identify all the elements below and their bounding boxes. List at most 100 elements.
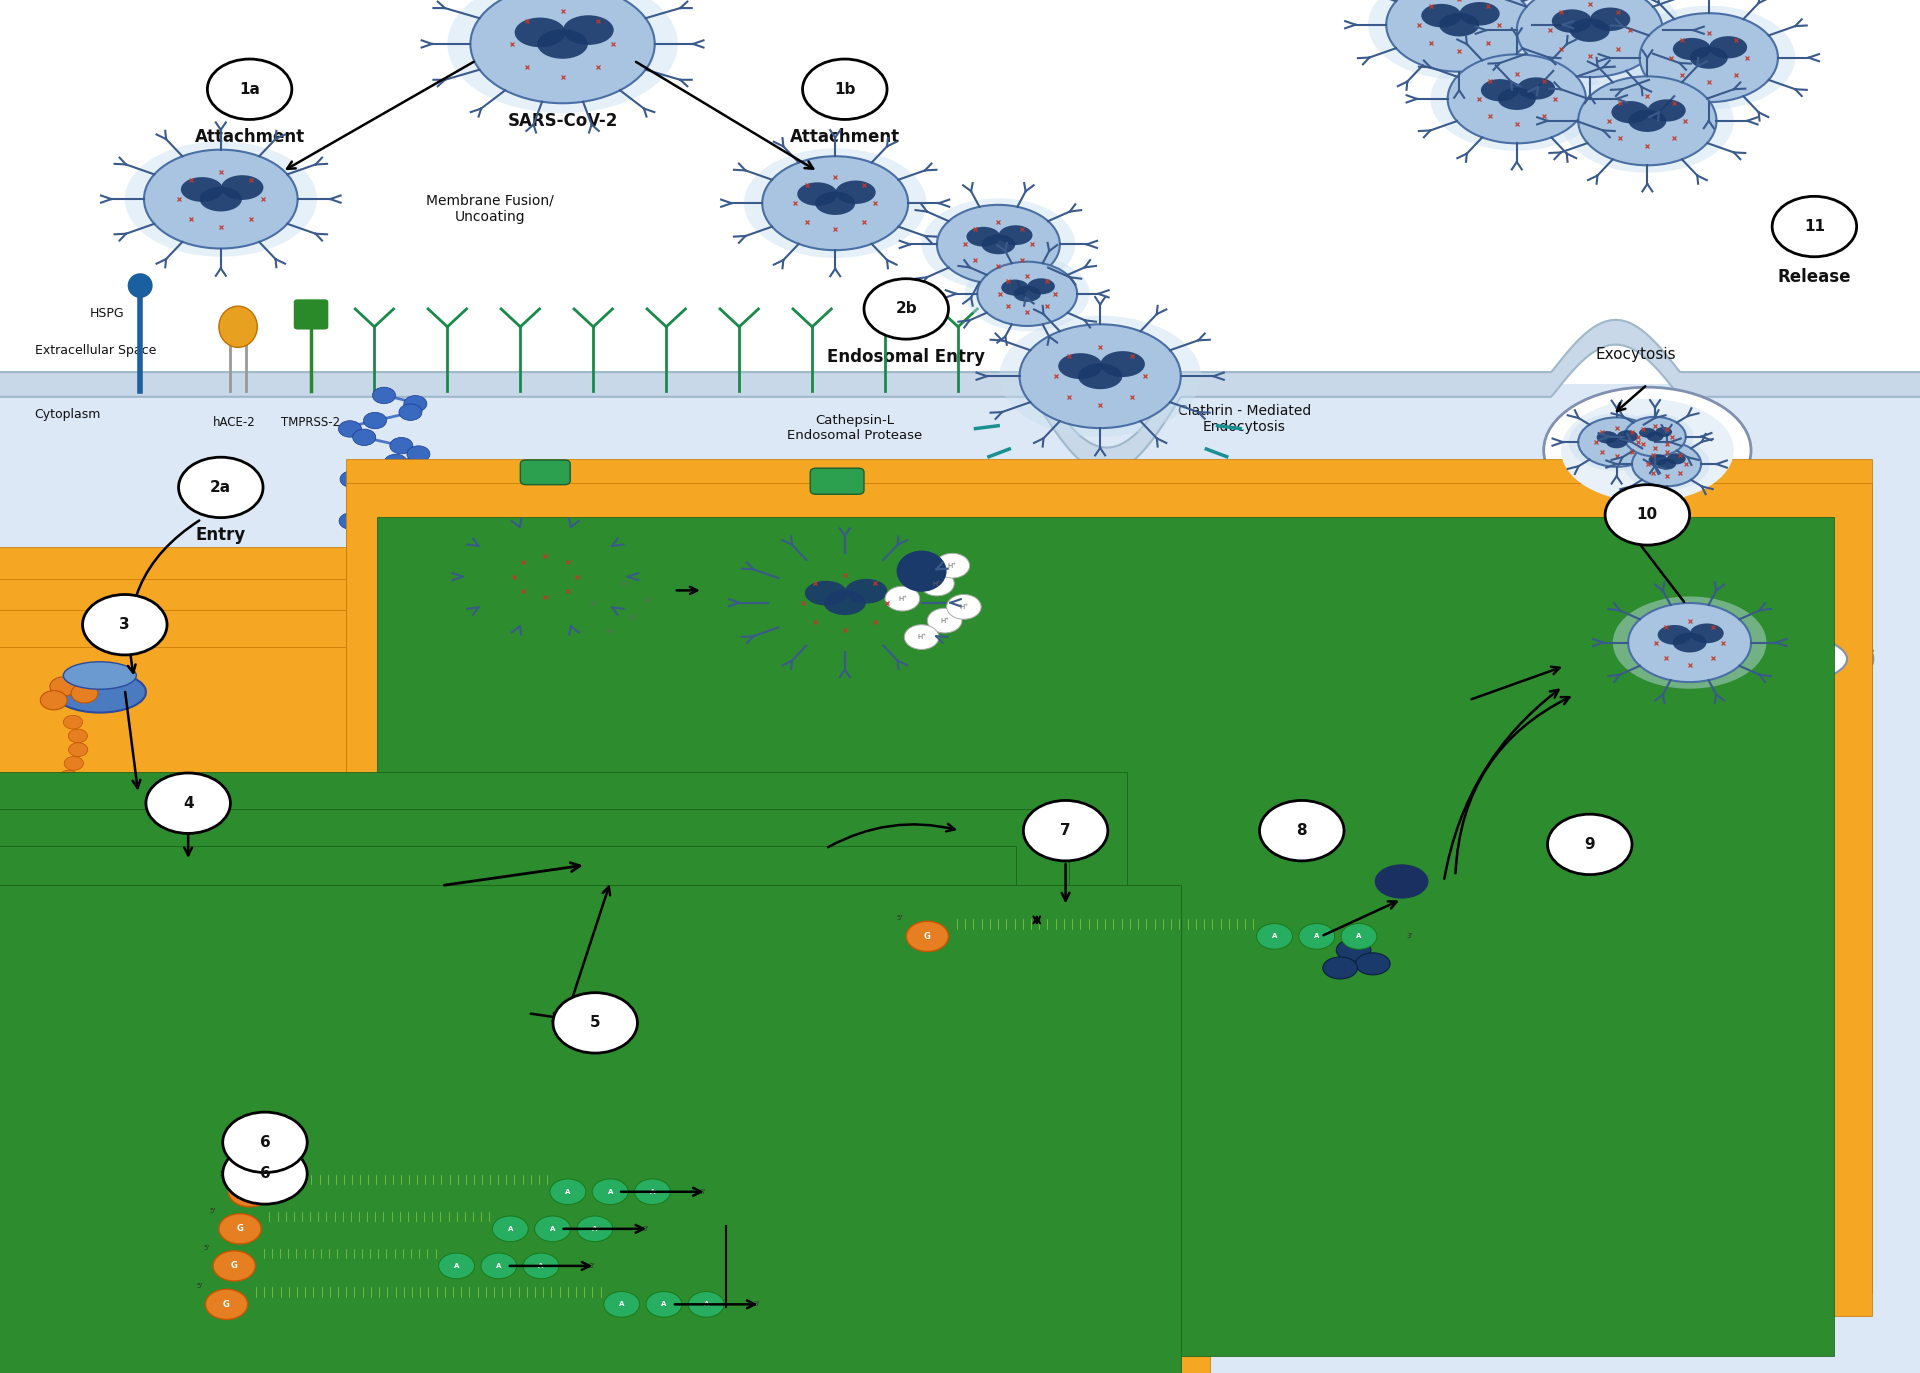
Ellipse shape	[1498, 88, 1536, 110]
Ellipse shape	[1027, 279, 1054, 294]
Ellipse shape	[1571, 18, 1609, 43]
Circle shape	[219, 1214, 261, 1244]
Text: M: M	[666, 1219, 685, 1238]
Ellipse shape	[1058, 353, 1102, 379]
Text: 5': 5'	[897, 916, 902, 921]
Circle shape	[1298, 924, 1334, 949]
Text: G: G	[236, 1225, 244, 1233]
Text: A: A	[538, 1263, 543, 1269]
Text: 6: 6	[259, 1167, 271, 1181]
Circle shape	[603, 1292, 639, 1317]
Circle shape	[630, 588, 668, 615]
Text: Uncoating: Uncoating	[434, 487, 503, 501]
Circle shape	[1772, 196, 1857, 257]
Text: Clathrin - Mediated
Endocytosis: Clathrin - Mediated Endocytosis	[1177, 404, 1311, 434]
Circle shape	[372, 387, 396, 404]
Text: TMPRSS-2: TMPRSS-2	[282, 416, 340, 430]
Ellipse shape	[1613, 596, 1766, 689]
Text: 2b: 2b	[895, 302, 918, 316]
FancyBboxPatch shape	[161, 873, 361, 923]
Ellipse shape	[1356, 953, 1390, 975]
Text: A: A	[591, 1226, 597, 1232]
Ellipse shape	[1536, 607, 1874, 710]
Circle shape	[480, 1254, 516, 1278]
Text: 3': 3'	[1407, 934, 1413, 939]
Ellipse shape	[1551, 10, 1592, 33]
Text: Subgenomic
mRNA synthesis: Subgenomic mRNA synthesis	[708, 1034, 847, 1067]
Text: 1a: 1a	[351, 847, 369, 861]
Text: A: A	[618, 1302, 624, 1307]
Ellipse shape	[219, 306, 257, 347]
Circle shape	[340, 514, 363, 530]
Circle shape	[653, 796, 876, 956]
Text: Genome
Replication: Genome Replication	[1158, 757, 1261, 795]
Ellipse shape	[1624, 417, 1686, 456]
Circle shape	[403, 487, 426, 504]
FancyBboxPatch shape	[346, 459, 1872, 1293]
Ellipse shape	[1020, 324, 1181, 428]
Ellipse shape	[127, 273, 152, 298]
Circle shape	[803, 59, 887, 119]
Text: Double- Membrane
Vesicles: Double- Membrane Vesicles	[653, 757, 787, 787]
FancyBboxPatch shape	[346, 483, 1872, 1315]
Circle shape	[228, 1177, 271, 1207]
Circle shape	[384, 454, 407, 471]
Ellipse shape	[760, 1130, 795, 1171]
Ellipse shape	[1304, 869, 1346, 894]
FancyBboxPatch shape	[294, 299, 328, 330]
Ellipse shape	[760, 1230, 795, 1271]
Circle shape	[340, 471, 363, 487]
Text: 5': 5'	[209, 1208, 215, 1214]
Ellipse shape	[797, 183, 837, 206]
Text: Maturation: Maturation	[1596, 553, 1699, 573]
Text: H⁺: H⁺	[960, 604, 968, 610]
Circle shape	[353, 430, 376, 446]
Ellipse shape	[515, 18, 564, 47]
Text: 6: 6	[259, 1135, 271, 1149]
Text: E: E	[616, 1256, 628, 1276]
Circle shape	[1023, 800, 1108, 861]
Text: H⁺: H⁺	[899, 596, 906, 601]
Ellipse shape	[1323, 957, 1357, 979]
Circle shape	[1256, 924, 1292, 949]
Ellipse shape	[1628, 110, 1667, 132]
Text: G: G	[223, 1300, 230, 1308]
Ellipse shape	[392, 470, 699, 711]
Ellipse shape	[1569, 413, 1665, 471]
Circle shape	[179, 457, 263, 518]
Circle shape	[904, 625, 939, 649]
Text: G: G	[246, 1188, 253, 1196]
Circle shape	[584, 838, 806, 997]
Ellipse shape	[538, 29, 588, 59]
FancyBboxPatch shape	[0, 578, 1027, 1373]
Circle shape	[947, 595, 981, 619]
Ellipse shape	[816, 191, 854, 216]
Ellipse shape	[1622, 5, 1795, 110]
Circle shape	[885, 586, 920, 611]
Text: Attachment: Attachment	[789, 128, 900, 147]
Ellipse shape	[1365, 1181, 1400, 1222]
Text: Created with BioRender.com: Created with BioRender.com	[1630, 1336, 1807, 1350]
Text: Cytoplasm: Cytoplasm	[35, 408, 102, 422]
Circle shape	[553, 993, 637, 1053]
Circle shape	[1605, 485, 1690, 545]
Circle shape	[618, 862, 772, 972]
Circle shape	[407, 538, 430, 555]
Ellipse shape	[1622, 438, 1709, 490]
Ellipse shape	[1578, 77, 1716, 165]
Circle shape	[549, 1179, 586, 1204]
Ellipse shape	[563, 15, 614, 45]
Circle shape	[348, 463, 371, 479]
Text: Translation: Translation	[73, 663, 177, 682]
Ellipse shape	[1611, 102, 1649, 124]
Text: A: A	[649, 1189, 655, 1195]
Text: 7: 7	[1060, 824, 1071, 838]
Ellipse shape	[1544, 387, 1751, 514]
Circle shape	[492, 1216, 528, 1241]
Text: 5': 5'	[219, 1171, 225, 1177]
Text: H⁺: H⁺	[933, 581, 941, 586]
Circle shape	[614, 604, 653, 632]
Ellipse shape	[966, 257, 1091, 331]
Circle shape	[403, 395, 426, 412]
Ellipse shape	[977, 262, 1077, 325]
